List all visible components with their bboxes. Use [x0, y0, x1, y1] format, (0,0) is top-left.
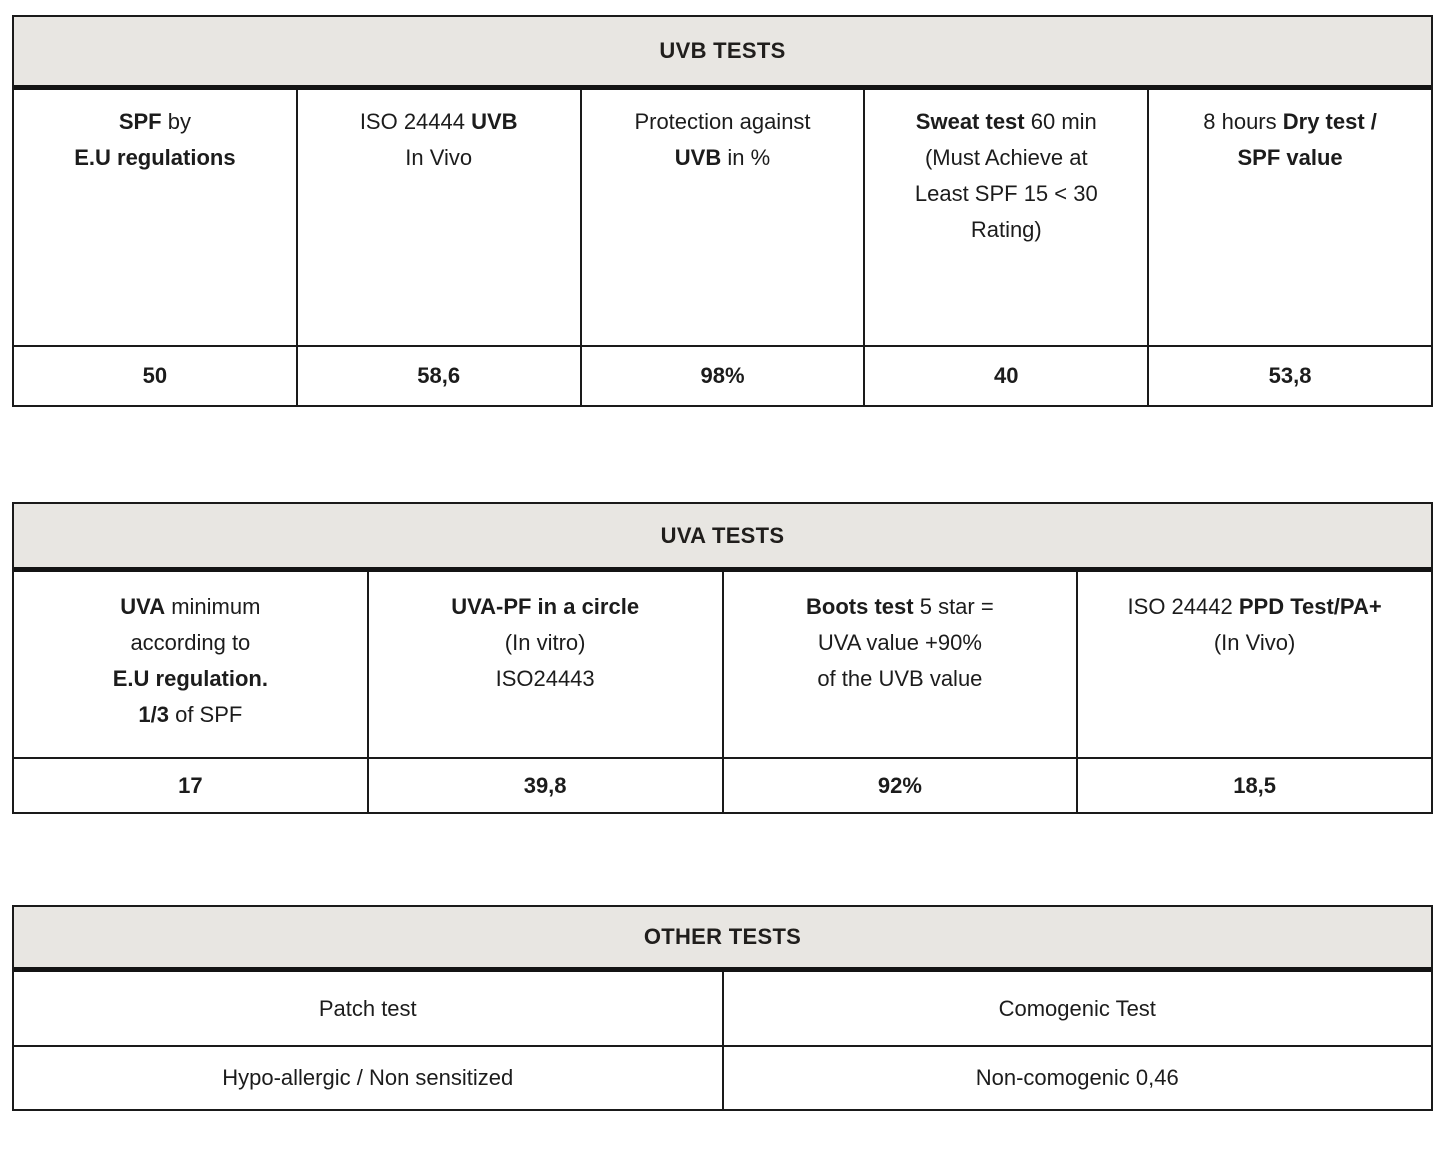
- header-text: E.U regulations: [74, 145, 236, 170]
- header-text: Protection against: [634, 109, 811, 134]
- uva-value-boots: 92%: [721, 759, 1077, 812]
- uvb-value-sweat: 40: [863, 347, 1147, 405]
- other-header-row: Patch test Comogenic Test: [14, 972, 1431, 1045]
- header-text: ISO 24444: [359, 109, 472, 134]
- uva-header-ppd: ISO 24442 PPD Test/PA+ (In Vivo): [1076, 572, 1431, 757]
- header-text: ISO 24442: [1127, 594, 1239, 619]
- uva-header-minimum: UVA minimum according to E.U regulation.…: [14, 572, 367, 757]
- uvb-header-protection: Protection against UVB in %: [579, 90, 864, 345]
- uva-values-row: 17 39,8 92% 18,5: [14, 757, 1431, 812]
- header-text: according to: [130, 630, 251, 655]
- header-text: SPF value: [1237, 145, 1343, 170]
- other-value-comogenic-test: Non-comogenic 0,46: [721, 1047, 1432, 1109]
- header-text: Boots test: [806, 594, 914, 619]
- header-text: Sweat test: [915, 109, 1025, 134]
- uva-header-uvapf: UVA-PF in a circle (In vitro) ISO24443: [366, 572, 722, 757]
- header-text: 1/3: [138, 702, 169, 727]
- uva-value-ppd: 18,5: [1076, 759, 1431, 812]
- header-text: Dry test /: [1282, 109, 1377, 134]
- header-text: (Must Achieve at: [924, 145, 1088, 170]
- header-text: by: [161, 109, 191, 134]
- uvb-value-protection: 98%: [579, 347, 864, 405]
- uva-tests-title: UVA TESTS: [14, 504, 1431, 572]
- uva-value-uvapf: 39,8: [366, 759, 722, 812]
- other-value-patch-test: Hypo-allergic / Non sensitized: [222, 1065, 514, 1090]
- header-text: SPF: [118, 109, 162, 134]
- uvb-header-spf-eu: SPF by E.U regulations: [14, 90, 296, 345]
- header-text: UVA-PF in a circle: [451, 594, 640, 619]
- header-text: ISO24443: [495, 666, 595, 691]
- uvb-tests-table: UVB TESTS SPF by E.U regulations ISO 244…: [12, 15, 1433, 407]
- header-text: Least SPF 15 < 30: [914, 181, 1098, 206]
- uvb-header-iso24444: ISO 24444 UVB In Vivo: [295, 90, 580, 345]
- uvb-value-iso24444: 58,6: [295, 347, 580, 405]
- header-text: UVB: [471, 109, 518, 134]
- header-text: 5 star =: [913, 594, 994, 619]
- uva-value-minimum: 17: [178, 772, 203, 798]
- header-text: of the UVB value: [817, 666, 983, 691]
- header-text: UVB: [674, 145, 722, 170]
- header-text: minimum: [165, 594, 261, 619]
- header-text: (In Vivo): [1213, 630, 1296, 655]
- uvb-header-sweat-test: Sweat test 60 min (Must Achieve at Least…: [863, 90, 1147, 345]
- other-tests-table: OTHER TESTS Patch test Comogenic Test Hy…: [12, 905, 1433, 1111]
- header-text: Rating): [970, 217, 1042, 242]
- header-text: 8 hours: [1203, 109, 1283, 134]
- uvb-value-spf: 50: [142, 363, 168, 388]
- uva-header-boots: Boots test 5 star = UVA value +90% of th…: [721, 572, 1077, 757]
- other-values-row: Hypo-allergic / Non sensitized Non-comog…: [14, 1045, 1431, 1109]
- other-header-patch-test: Patch test: [318, 995, 417, 1021]
- uvb-header-dry-test: 8 hours Dry test / SPF value: [1147, 90, 1431, 345]
- uvb-tests-title: UVB TESTS: [14, 17, 1431, 90]
- uva-tests-table: UVA TESTS UVA minimum according to E.U r…: [12, 502, 1433, 814]
- other-header-comogenic-test: Comogenic Test: [721, 972, 1432, 1045]
- header-text: 60 min: [1024, 109, 1097, 134]
- header-text: In Vivo: [405, 145, 473, 170]
- header-text: E.U regulation.: [112, 666, 268, 691]
- uva-header-row: UVA minimum according to E.U regulation.…: [14, 572, 1431, 757]
- header-text: of SPF: [168, 702, 243, 727]
- header-text: UVA: [120, 594, 166, 619]
- header-text: PPD Test/PA+: [1238, 594, 1382, 619]
- header-text: (In vitro): [504, 630, 586, 655]
- uvb-values-row: 50 58,6 98% 40 53,8: [14, 345, 1431, 405]
- other-tests-title: OTHER TESTS: [14, 907, 1431, 972]
- uvb-value-dry: 53,8: [1147, 347, 1431, 405]
- header-text: in %: [721, 145, 771, 170]
- uvb-header-row: SPF by E.U regulations ISO 24444 UVB In …: [14, 90, 1431, 345]
- header-text: UVA value +90%: [817, 630, 982, 655]
